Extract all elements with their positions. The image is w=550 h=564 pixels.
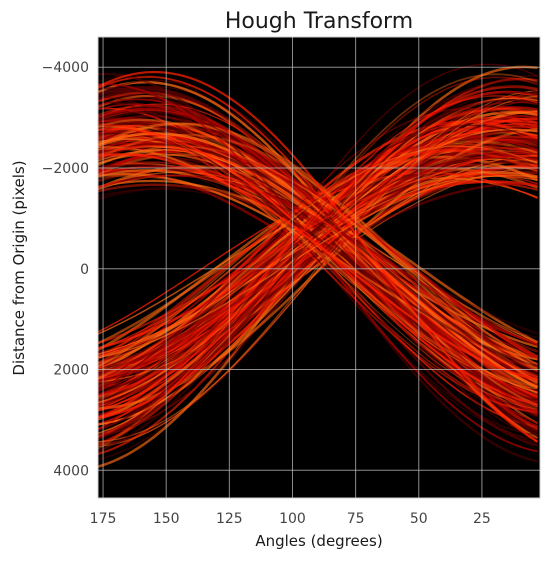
y-tick-label: 0 xyxy=(80,262,89,278)
hough-curve xyxy=(98,91,538,441)
y-tick-labels: −4000 −2000 0 2000 4000 xyxy=(42,60,89,479)
hough-curve xyxy=(98,114,539,407)
hough-curve xyxy=(98,95,538,443)
x-tick-labels: 175 150 125 100 75 50 25 xyxy=(90,511,491,527)
x-tick-label: 75 xyxy=(347,511,365,527)
hough-curve xyxy=(98,165,538,358)
hough-curve xyxy=(98,145,538,378)
hough-curve xyxy=(98,133,538,391)
hough-curve xyxy=(98,173,538,350)
x-tick-label: 50 xyxy=(410,511,428,527)
hough-curve xyxy=(98,154,538,383)
hough-curve xyxy=(98,83,538,453)
hough-curve xyxy=(98,146,538,390)
hough-curve xyxy=(98,163,538,368)
hough-curve xyxy=(98,108,538,403)
hough-curve xyxy=(98,143,539,378)
plot-frame xyxy=(97,36,541,499)
hough-curve xyxy=(98,145,538,368)
hough-curve xyxy=(98,153,538,381)
hough-curve xyxy=(98,172,538,333)
hough-curve xyxy=(98,128,538,406)
y-tick-label: 4000 xyxy=(53,463,89,479)
hough-curve xyxy=(98,161,538,365)
x-tick-label: 100 xyxy=(279,511,306,527)
chart-title: Hough Transform xyxy=(225,9,413,34)
hough-curve xyxy=(98,95,538,430)
hough-curve xyxy=(98,90,538,448)
hough-curve xyxy=(98,107,538,414)
y-tick-label: 2000 xyxy=(53,363,89,379)
x-tick-label: 150 xyxy=(153,511,180,527)
hough-curve xyxy=(98,124,538,391)
x-axis-label: Angles (degrees) xyxy=(255,532,382,550)
hough-curve xyxy=(98,136,538,393)
y-tick-label: −4000 xyxy=(42,60,89,76)
hough-curve xyxy=(98,157,538,371)
grid-lines xyxy=(98,37,540,498)
x-tick-label: 125 xyxy=(216,511,243,527)
hough-curve xyxy=(98,135,538,398)
hough-curve xyxy=(98,70,539,443)
hough-curve xyxy=(98,144,538,391)
hough-curve xyxy=(98,174,538,347)
hough-curve xyxy=(98,72,538,463)
y-axis-label: Distance from Origin (pixels) xyxy=(10,160,28,375)
x-tick-label: 25 xyxy=(473,511,491,527)
hough-curve xyxy=(98,125,538,410)
hough-curves xyxy=(98,63,539,468)
hough-curve xyxy=(98,132,539,389)
x-tick-label: 175 xyxy=(90,511,117,527)
y-tick-label: −2000 xyxy=(42,161,89,177)
hough-curve xyxy=(98,151,538,381)
hough-curve xyxy=(98,79,538,452)
hough-curve xyxy=(98,141,539,373)
hough-curve xyxy=(98,85,538,441)
